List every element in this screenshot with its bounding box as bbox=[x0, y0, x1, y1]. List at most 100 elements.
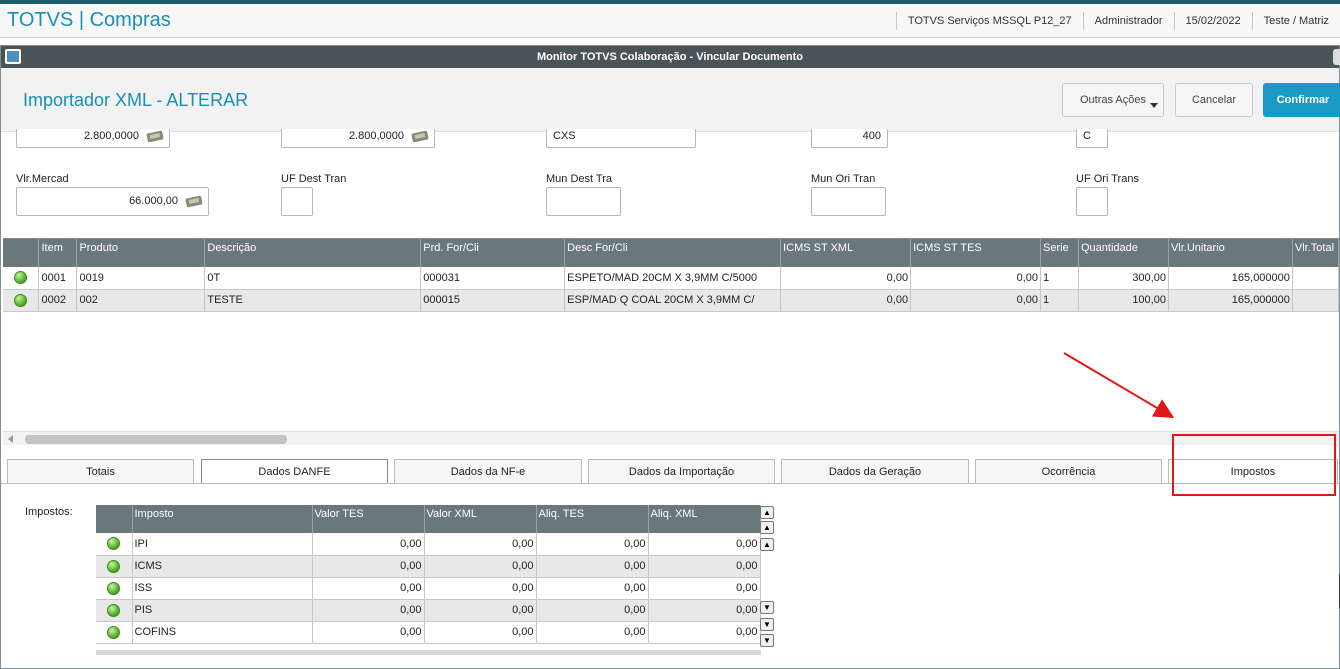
uf-ori-trans-field[interactable] bbox=[1076, 187, 1108, 216]
table-cell: 0,00 bbox=[312, 621, 425, 644]
highlight-box bbox=[1172, 434, 1336, 496]
column-header[interactable]: ICMS ST XML bbox=[780, 239, 912, 267]
uf-dest-tran-field[interactable] bbox=[281, 187, 313, 216]
table-row[interactable]: ICMS 0,00 0,00 0,00 0,00 bbox=[96, 555, 761, 578]
company-label[interactable]: Teste / Matriz bbox=[1251, 12, 1340, 30]
mun-dest-tra-label: Mun Dest Tra bbox=[546, 173, 613, 185]
column-header[interactable]: Aliq. TES bbox=[536, 505, 649, 533]
table-cell: 0T bbox=[204, 267, 422, 290]
status-cell bbox=[96, 555, 133, 578]
mun-ori-tran-field[interactable] bbox=[811, 187, 886, 216]
tab-impostos[interactable]: Impostos bbox=[1168, 459, 1338, 484]
table-cell: 0,00 bbox=[910, 267, 1042, 290]
table-cell: COFINS bbox=[132, 621, 313, 644]
tab-totais[interactable]: Totais bbox=[7, 459, 194, 484]
column-header[interactable]: Produto bbox=[76, 239, 206, 267]
column-header[interactable]: Valor XML bbox=[424, 505, 537, 533]
table-cell bbox=[1292, 289, 1340, 312]
cancel-button[interactable]: Cancelar bbox=[1175, 83, 1253, 117]
table-cell: 165,000000 bbox=[1168, 267, 1293, 290]
table-cell: ESPETO/MAD 20CM X 3,9MM C/5000 bbox=[564, 267, 782, 290]
tab-dados-danfe[interactable]: Dados DANFE bbox=[201, 459, 388, 484]
table-cell: 0,00 bbox=[424, 621, 537, 644]
vlr-mercad-value: 66.000,00 bbox=[129, 195, 178, 207]
scroll-page-up-icon[interactable]: ▲ bbox=[760, 521, 774, 534]
other-actions-label: Outras Ações bbox=[1079, 94, 1147, 106]
other-actions-button[interactable]: Outras Ações bbox=[1062, 83, 1164, 117]
impostos-grid[interactable]: Imposto Valor TES Valor XML Aliq. TES Al… bbox=[96, 505, 776, 654]
unit-field[interactable]: CXS bbox=[546, 129, 696, 148]
table-row[interactable]: IPI 0,00 0,00 0,00 0,00 bbox=[96, 533, 761, 556]
column-header[interactable]: Vlr.Unitario bbox=[1168, 239, 1293, 267]
column-header[interactable]: Desc For/Cli bbox=[564, 239, 782, 267]
quantity-converted-field[interactable]: 2.800,0000 bbox=[281, 129, 435, 148]
column-header[interactable] bbox=[3, 239, 40, 267]
table-row[interactable]: ISS 0,00 0,00 0,00 0,00 bbox=[96, 577, 761, 600]
table-row[interactable]: 0001 0019 0T 000031 ESPETO/MAD 20CM X 3,… bbox=[3, 267, 1340, 290]
impostos-label: Impostos: bbox=[25, 506, 73, 518]
quantity-field[interactable]: 2.800,0000 bbox=[16, 129, 170, 148]
table-cell: 0,00 bbox=[312, 555, 425, 578]
table-cell: IPI bbox=[132, 533, 313, 556]
quantity-value: 2.800,0000 bbox=[83, 130, 139, 142]
table-cell: 0,00 bbox=[780, 267, 912, 290]
column-header[interactable] bbox=[96, 505, 133, 533]
calculator-icon[interactable] bbox=[185, 195, 203, 208]
column-header[interactable]: Vlr.Total bbox=[1292, 239, 1340, 267]
tab-ocorrencia[interactable]: Ocorrência bbox=[975, 459, 1162, 484]
table-row[interactable]: COFINS 0,00 0,00 0,00 0,00 bbox=[96, 621, 761, 644]
confirm-button[interactable]: Confirmar bbox=[1263, 83, 1340, 117]
scroll-bottom-icon[interactable]: ▼ bbox=[760, 634, 774, 647]
window-control[interactable] bbox=[1333, 49, 1340, 65]
scroll-up-icon[interactable]: ▲ bbox=[760, 538, 774, 551]
table-row[interactable]: PIS 0,00 0,00 0,00 0,00 bbox=[96, 599, 761, 622]
table-cell: ESP/MAD Q COAL 20CM X 3,9MM C/ bbox=[564, 289, 782, 312]
document-form: 2.800,0000 2.800,0000 CXS 400 C Vlr.Merc… bbox=[1, 129, 1339, 238]
table-cell: 1 bbox=[1040, 289, 1079, 312]
scroll-page-down-icon[interactable]: ▼ bbox=[760, 618, 774, 631]
scroll-top-icon[interactable]: ▲ bbox=[760, 506, 774, 519]
impostos-vertical-scrollbar[interactable]: ▲ ▲ ▲ ▼ ▼ ▼ bbox=[760, 506, 776, 654]
status-ok-icon bbox=[107, 559, 121, 573]
tab-dados-importacao[interactable]: Dados da Importação bbox=[588, 459, 775, 484]
table-cell: 100,00 bbox=[1078, 289, 1169, 312]
vlr-mercad-field[interactable]: 66.000,00 bbox=[16, 187, 209, 216]
table-cell: 0,00 bbox=[536, 555, 649, 578]
table-cell: 1 bbox=[1040, 267, 1079, 290]
column-header[interactable]: Prd. For/Cli bbox=[420, 239, 566, 267]
scroll-left-icon[interactable] bbox=[8, 435, 13, 443]
column-header[interactable]: Quantidade bbox=[1078, 239, 1169, 267]
impostos-table: Imposto Valor TES Valor XML Aliq. TES Al… bbox=[96, 505, 761, 644]
code-field[interactable]: 400 bbox=[811, 129, 888, 148]
column-header[interactable]: Aliq. XML bbox=[648, 505, 761, 533]
column-header[interactable]: Valor TES bbox=[312, 505, 425, 533]
table-cell: 002 bbox=[76, 289, 206, 312]
items-table: Item Produto Descrição Prd. For/Cli Desc… bbox=[3, 239, 1340, 312]
items-horizontal-scrollbar[interactable] bbox=[3, 431, 1339, 445]
status-ok-icon bbox=[14, 271, 28, 285]
window-icon[interactable] bbox=[5, 49, 21, 64]
date-label: 15/02/2022 bbox=[1173, 12, 1252, 30]
column-header[interactable]: Serie bbox=[1040, 239, 1079, 267]
table-row[interactable]: 0002 002 TESTE 000015 ESP/MAD Q COAL 20C… bbox=[3, 289, 1340, 312]
status-cell bbox=[96, 621, 133, 644]
column-header[interactable]: Descrição bbox=[204, 239, 422, 267]
table-cell: 000015 bbox=[420, 289, 566, 312]
tab-dados-nfe[interactable]: Dados da NF-e bbox=[394, 459, 582, 484]
app-title: TOTVS | Compras bbox=[7, 9, 171, 31]
column-header[interactable]: ICMS ST TES bbox=[910, 239, 1042, 267]
type-field[interactable]: C bbox=[1076, 129, 1108, 148]
user-label[interactable]: Administrador bbox=[1082, 12, 1174, 30]
column-header[interactable]: Imposto bbox=[132, 505, 313, 533]
calculator-icon[interactable] bbox=[411, 130, 429, 143]
items-grid[interactable]: Item Produto Descrição Prd. For/Cli Desc… bbox=[3, 238, 1340, 444]
table-cell: 0,00 bbox=[536, 621, 649, 644]
calculator-icon[interactable] bbox=[146, 130, 164, 143]
impostos-horizontal-scrollbar[interactable] bbox=[96, 650, 761, 655]
tab-dados-geracao[interactable]: Dados da Geração bbox=[781, 459, 969, 484]
mun-dest-tra-field[interactable] bbox=[546, 187, 621, 216]
scroll-down-icon[interactable]: ▼ bbox=[760, 601, 774, 614]
scroll-thumb[interactable] bbox=[25, 435, 287, 444]
table-cell: 0,00 bbox=[648, 599, 761, 622]
column-header[interactable]: Item bbox=[38, 239, 78, 267]
